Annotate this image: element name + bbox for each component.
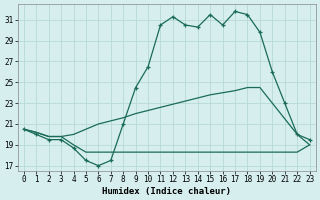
X-axis label: Humidex (Indice chaleur): Humidex (Indice chaleur) xyxy=(102,187,231,196)
